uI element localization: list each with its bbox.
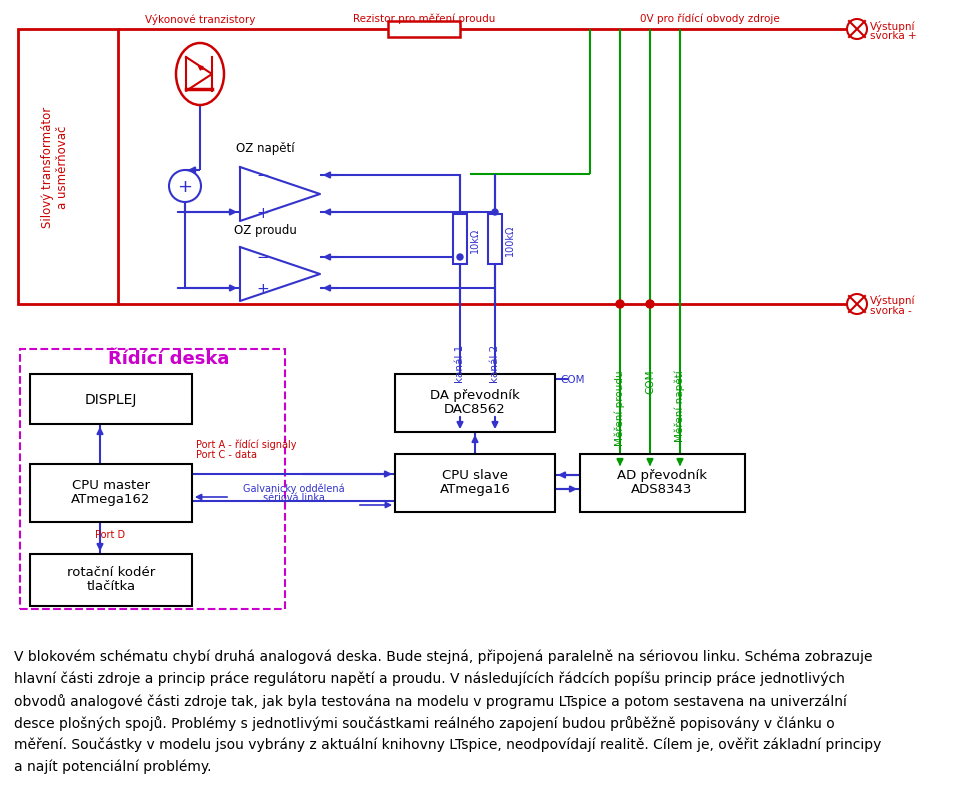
Text: DA převodník: DA převodník bbox=[430, 389, 520, 402]
Circle shape bbox=[169, 171, 201, 203]
Text: Port A - řídící signály: Port A - řídící signály bbox=[196, 440, 297, 449]
Circle shape bbox=[457, 255, 463, 260]
Text: COM: COM bbox=[560, 375, 585, 384]
Text: Výstupní: Výstupní bbox=[870, 20, 916, 32]
Bar bbox=[30, 465, 192, 522]
Text: Port D: Port D bbox=[95, 530, 125, 539]
Ellipse shape bbox=[176, 44, 224, 106]
Bar bbox=[395, 454, 555, 513]
Text: Měření napětí: Měření napětí bbox=[675, 370, 685, 441]
Text: +: + bbox=[256, 281, 270, 296]
Text: V blokovém schématu chybí druhá analogová deska. Bude stejná, připojená paraleln: V blokovém schématu chybí druhá analogov… bbox=[14, 649, 873, 663]
Text: 0V pro řídící obvody zdroje: 0V pro řídící obvody zdroje bbox=[640, 14, 780, 24]
Text: ATmega16: ATmega16 bbox=[440, 483, 511, 496]
Text: CPU slave: CPU slave bbox=[442, 469, 508, 482]
Bar bbox=[395, 375, 555, 432]
Text: a najít potenciální problémy.: a najít potenciální problémy. bbox=[14, 759, 211, 774]
Text: Výkonové tranzistory: Výkonové tranzistory bbox=[145, 14, 255, 25]
Text: OZ napětí: OZ napětí bbox=[236, 142, 295, 155]
Circle shape bbox=[492, 210, 498, 216]
Text: −: − bbox=[256, 250, 270, 265]
Text: sériová linka: sériová linka bbox=[263, 492, 324, 502]
Text: Výstupní: Výstupní bbox=[870, 295, 916, 306]
Circle shape bbox=[847, 20, 867, 40]
Text: Řídící deska: Řídící deska bbox=[108, 350, 229, 367]
Text: +: + bbox=[178, 178, 193, 195]
Text: kanál 2: kanál 2 bbox=[490, 345, 500, 383]
Text: měření. Součástky v modelu jsou vybrány z aktuální knihovny LTspice, neodpovídaj: měření. Součástky v modelu jsou vybrány … bbox=[14, 737, 881, 752]
Circle shape bbox=[646, 301, 654, 309]
Text: Měření proudu: Měření proudu bbox=[614, 370, 625, 445]
Text: +: + bbox=[256, 205, 270, 221]
Bar bbox=[453, 215, 467, 264]
Bar bbox=[580, 454, 745, 513]
Text: rotační kodér: rotační kodér bbox=[67, 566, 156, 579]
Text: svorka +: svorka + bbox=[870, 31, 917, 41]
Text: tlačítka: tlačítka bbox=[86, 580, 135, 593]
Text: CPU master: CPU master bbox=[72, 479, 150, 492]
Text: kanál 1: kanál 1 bbox=[455, 345, 465, 383]
Text: OZ proudu: OZ proudu bbox=[233, 224, 297, 237]
Text: DAC8562: DAC8562 bbox=[444, 403, 506, 416]
Bar bbox=[488, 215, 502, 264]
Text: obvodů analogové části zdroje tak, jak byla testována na modelu v programu LTspi: obvodů analogové části zdroje tak, jak b… bbox=[14, 693, 847, 708]
Text: DISPLEJ: DISPLEJ bbox=[84, 393, 137, 406]
Text: COM: COM bbox=[645, 370, 655, 394]
Text: svorka -: svorka - bbox=[870, 306, 912, 315]
Text: desce plošných spojů. Problémy s jednotlivými součástkami reálného zapojení budo: desce plošných spojů. Problémy s jednotl… bbox=[14, 715, 835, 730]
Text: −: − bbox=[256, 169, 270, 183]
Text: ATmega162: ATmega162 bbox=[71, 493, 151, 506]
Bar bbox=[30, 554, 192, 607]
Circle shape bbox=[847, 294, 867, 315]
Bar bbox=[20, 350, 285, 609]
Bar bbox=[30, 375, 192, 424]
Text: Galvanicky oddělená: Galvanicky oddělená bbox=[243, 483, 345, 493]
Text: Rezistor pro měření proudu: Rezistor pro měření proudu bbox=[353, 14, 495, 24]
Text: 10kΩ: 10kΩ bbox=[470, 227, 480, 252]
Text: ADS8343: ADS8343 bbox=[632, 483, 693, 496]
Text: Port C - data: Port C - data bbox=[196, 449, 257, 460]
Bar bbox=[388, 22, 460, 38]
Text: Silový transformátor
a usměrňovač: Silový transformátor a usměrňovač bbox=[41, 106, 69, 227]
Bar bbox=[18, 30, 118, 305]
Circle shape bbox=[616, 301, 624, 309]
Text: hlavní části zdroje a princip práce regulátoru napětí a proudu. V následujících : hlavní části zdroje a princip práce regu… bbox=[14, 672, 845, 685]
Text: AD převodník: AD převodník bbox=[617, 469, 707, 482]
Text: 100kΩ: 100kΩ bbox=[505, 224, 515, 255]
